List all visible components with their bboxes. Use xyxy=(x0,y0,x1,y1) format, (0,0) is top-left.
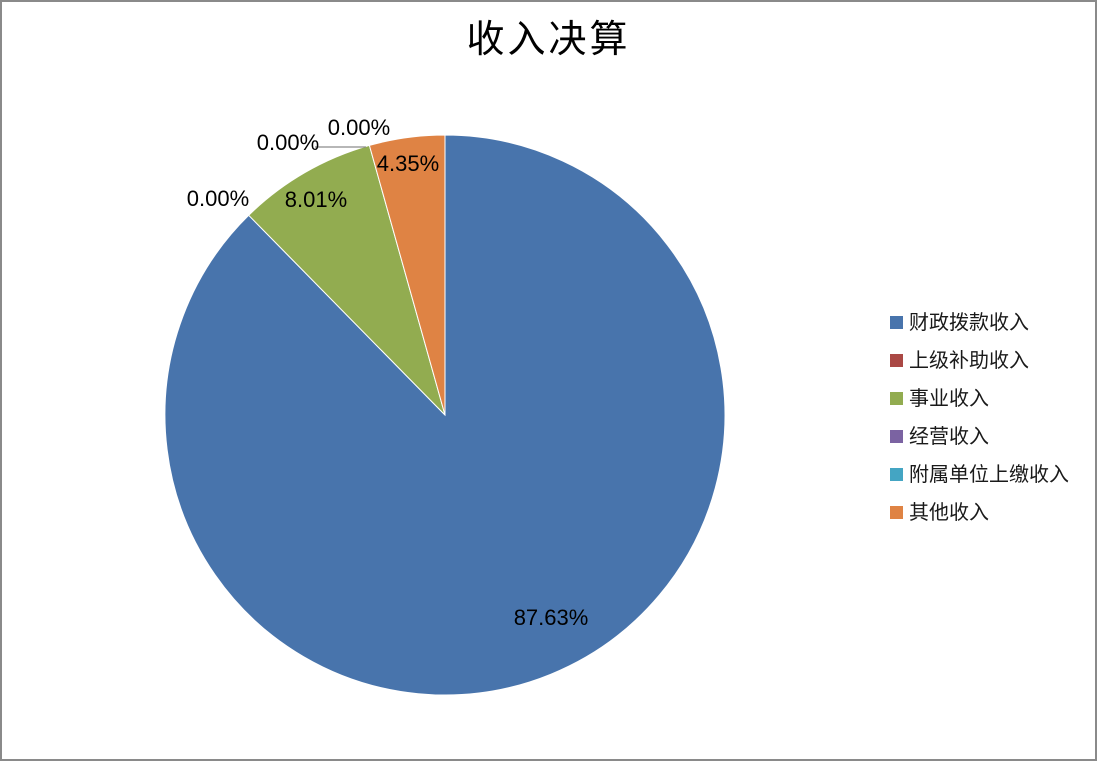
legend-item-other-income[interactable]: 其他收入 xyxy=(890,500,1069,525)
pie-slice-other-income[interactable] xyxy=(368,134,446,416)
legend-label: 上级补助收入 xyxy=(909,349,1029,372)
legend-swatch-icon xyxy=(890,430,903,443)
legend-label: 附属单位上缴收入 xyxy=(909,463,1069,486)
legend-label: 经营收入 xyxy=(909,425,989,448)
legend-item-superior-subsidy-income[interactable]: 上级补助收入 xyxy=(890,348,1069,373)
legend-swatch-icon xyxy=(890,468,903,481)
legend-swatch-icon xyxy=(890,506,903,519)
legend-item-fiscal-appropriation-income[interactable]: 财政拨款收入 xyxy=(890,310,1069,335)
legend-swatch-icon xyxy=(890,392,903,405)
legend-item-operating-income[interactable]: 经营收入 xyxy=(890,424,1069,449)
legend-swatch-icon xyxy=(890,354,903,367)
legend-label: 其他收入 xyxy=(909,501,989,524)
legend-label: 事业收入 xyxy=(909,387,989,410)
legend-label: 财政拨款收入 xyxy=(909,311,1029,334)
chart-title[interactable]: 收入决算 xyxy=(466,17,631,61)
legend-item-business-income[interactable]: 事业收入 xyxy=(890,386,1069,411)
legend: 财政拨款收入 上级补助收入 事业收入经营收入附属单位上缴收入 其他收入 xyxy=(890,310,1069,538)
legend-item-affiliated-unit-remittance[interactable]: 附属单位上缴收入 xyxy=(890,462,1069,487)
legend-swatch-icon xyxy=(890,316,903,329)
